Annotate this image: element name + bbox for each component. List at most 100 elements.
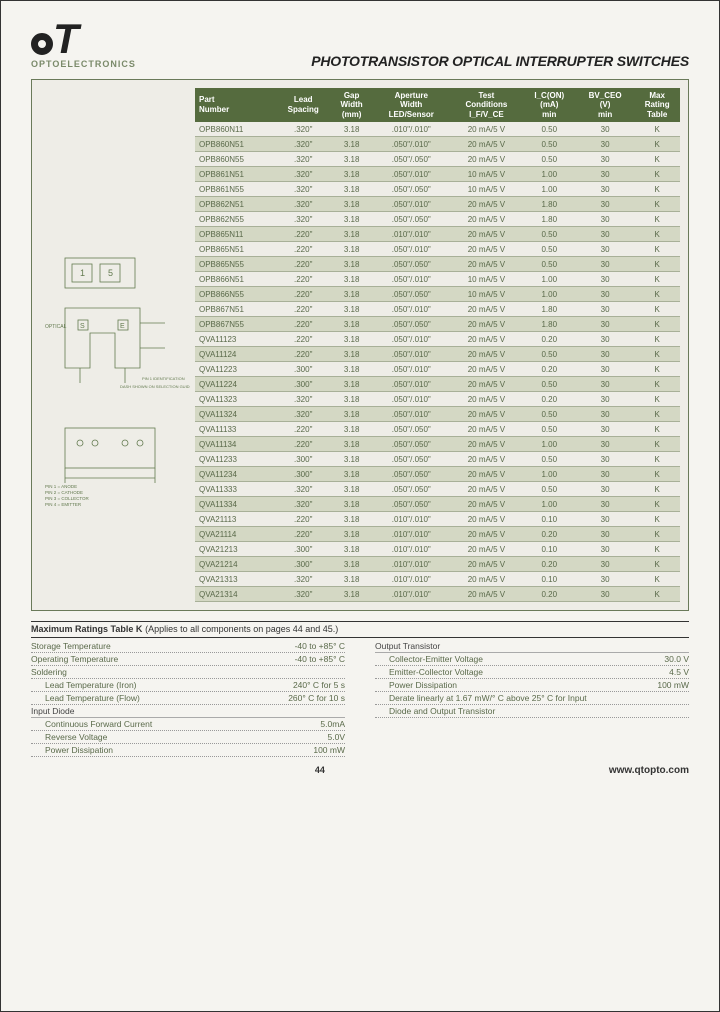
spec-cell: 30	[576, 557, 634, 572]
rating-value: 100 mW	[313, 745, 345, 755]
rating-value: -40 to +85° C	[295, 654, 345, 664]
spec-cell: 20 mA/5 V	[450, 392, 522, 407]
spec-cell: 30	[576, 527, 634, 542]
rating-value: -40 to +85° C	[295, 641, 345, 651]
svg-text:1: 1	[80, 268, 85, 278]
spec-cell: 1.00	[523, 437, 576, 452]
spec-cell: K	[634, 287, 680, 302]
spec-cell: K	[634, 497, 680, 512]
spec-cell: .300"	[275, 362, 331, 377]
rating-label: Collector-Emitter Voltage	[375, 654, 664, 664]
spec-cell: 20 mA/5 V	[450, 482, 522, 497]
spec-cell: 30	[576, 227, 634, 242]
logo-subtitle: OPTOELECTRONICS	[31, 59, 136, 69]
spec-cell: 30	[576, 122, 634, 137]
spec-cell: 30	[576, 362, 634, 377]
spec-cell: 3.18	[331, 182, 372, 197]
spec-cell: K	[634, 377, 680, 392]
spec-cell: QVA11123	[195, 332, 275, 347]
spec-cell: 1.80	[523, 212, 576, 227]
rating-line: Collector-Emitter Voltage30.0 V	[375, 653, 689, 666]
spec-cell: K	[634, 392, 680, 407]
spec-cell: .050"/.050"	[372, 422, 450, 437]
spec-cell: 20 mA/5 V	[450, 317, 522, 332]
spec-cell: QVA11323	[195, 392, 275, 407]
rating-line: Continuous Forward Current5.0mA	[31, 718, 345, 731]
rating-line: Output Transistor	[375, 640, 689, 653]
spec-cell: .300"	[275, 542, 331, 557]
spec-cell: K	[634, 302, 680, 317]
spec-cell: 20 mA/5 V	[450, 377, 522, 392]
spec-cell: QVA11134	[195, 437, 275, 452]
spec-cell: OPB860N51	[195, 137, 275, 152]
col-header: I_C(ON)(mA)min	[523, 88, 576, 123]
spec-cell: 3.18	[331, 497, 372, 512]
spec-row: OPB866N51.220"3.18.050"/.010"10 mA/5 V1.…	[195, 272, 680, 287]
spec-cell: 3.18	[331, 137, 372, 152]
spec-cell: K	[634, 122, 680, 137]
spec-cell: 3.18	[331, 122, 372, 137]
svg-text:PIN 1 IDENTIFICATION: PIN 1 IDENTIFICATION	[142, 376, 185, 381]
spec-cell: .320"	[275, 392, 331, 407]
spec-cell: .300"	[275, 557, 331, 572]
spec-row: QVA11134.220"3.18.050"/.050"20 mA/5 V1.0…	[195, 437, 680, 452]
spec-cell: 1.80	[523, 317, 576, 332]
spec-cell: 20 mA/5 V	[450, 302, 522, 317]
rating-label: Operating Temperature	[31, 654, 295, 664]
rating-line: Diode and Output Transistor	[375, 705, 689, 718]
spec-row: QVA21313.320"3.18.010"/.010"20 mA/5 V0.1…	[195, 572, 680, 587]
rating-line: Reverse Voltage5.0V	[31, 731, 345, 744]
spec-cell: .010"/.010"	[372, 557, 450, 572]
spec-cell: .300"	[275, 377, 331, 392]
spec-row: QVA11333.320"3.18.050"/.050"20 mA/5 V0.5…	[195, 482, 680, 497]
spec-cell: K	[634, 482, 680, 497]
spec-cell: 0.20	[523, 362, 576, 377]
spec-cell: OPB861N51	[195, 167, 275, 182]
spec-cell: .320"	[275, 197, 331, 212]
col-header: GapWidth(mm)	[331, 88, 372, 123]
rating-value: 100 mW	[657, 680, 689, 690]
ratings-section: Maximum Ratings Table K (Applies to all …	[31, 621, 689, 757]
spec-cell: 30	[576, 332, 634, 347]
page-footer: 44 www.qtopto.com	[31, 765, 689, 776]
spec-cell: 30	[576, 182, 634, 197]
spec-cell: .050"/.050"	[372, 212, 450, 227]
rating-value: 5.0V	[328, 732, 346, 742]
spec-cell: QVA11233	[195, 452, 275, 467]
spec-cell: 20 mA/5 V	[450, 542, 522, 557]
package-diagram-top: 1 5 S E OPTICAL	[40, 248, 190, 388]
spec-cell: OPB867N51	[195, 302, 275, 317]
spec-cell: 20 mA/5 V	[450, 512, 522, 527]
rating-line: Operating Temperature-40 to +85° C	[31, 653, 345, 666]
footer-url: www.qtopto.com	[609, 765, 689, 776]
logo: T	[31, 21, 136, 57]
spec-cell: .050"/.010"	[372, 347, 450, 362]
ratings-right: Output TransistorCollector-Emitter Volta…	[375, 640, 689, 757]
spec-cell: 0.50	[523, 482, 576, 497]
spec-cell: QVA11324	[195, 407, 275, 422]
spec-cell: 30	[576, 287, 634, 302]
spec-cell: 20 mA/5 V	[450, 407, 522, 422]
spec-cell: .050"/.010"	[372, 302, 450, 317]
spec-cell: K	[634, 212, 680, 227]
spec-cell: 0.50	[523, 452, 576, 467]
spec-cell: .050"/.050"	[372, 152, 450, 167]
page-number: 44	[31, 765, 609, 776]
spec-cell: .010"/.010"	[372, 227, 450, 242]
rating-label: Lead Temperature (Iron)	[31, 680, 293, 690]
spec-cell: QVA11124	[195, 347, 275, 362]
spec-cell: .320"	[275, 182, 331, 197]
spec-cell: OPB867N55	[195, 317, 275, 332]
spec-cell: .220"	[275, 512, 331, 527]
spec-cell: QVA11333	[195, 482, 275, 497]
spec-cell: K	[634, 182, 680, 197]
spec-cell: 3.18	[331, 242, 372, 257]
spec-cell: OPB860N11	[195, 122, 275, 137]
spec-row: QVA21114.220"3.18.010"/.010"20 mA/5 V0.2…	[195, 527, 680, 542]
rating-label: Input Diode	[31, 706, 345, 716]
spec-cell: K	[634, 437, 680, 452]
svg-text:E: E	[120, 323, 125, 330]
spec-cell: 30	[576, 197, 634, 212]
spec-cell: 0.50	[523, 422, 576, 437]
page-header: T OPTOELECTRONICS PHOTOTRANSISTOR OPTICA…	[31, 21, 689, 69]
